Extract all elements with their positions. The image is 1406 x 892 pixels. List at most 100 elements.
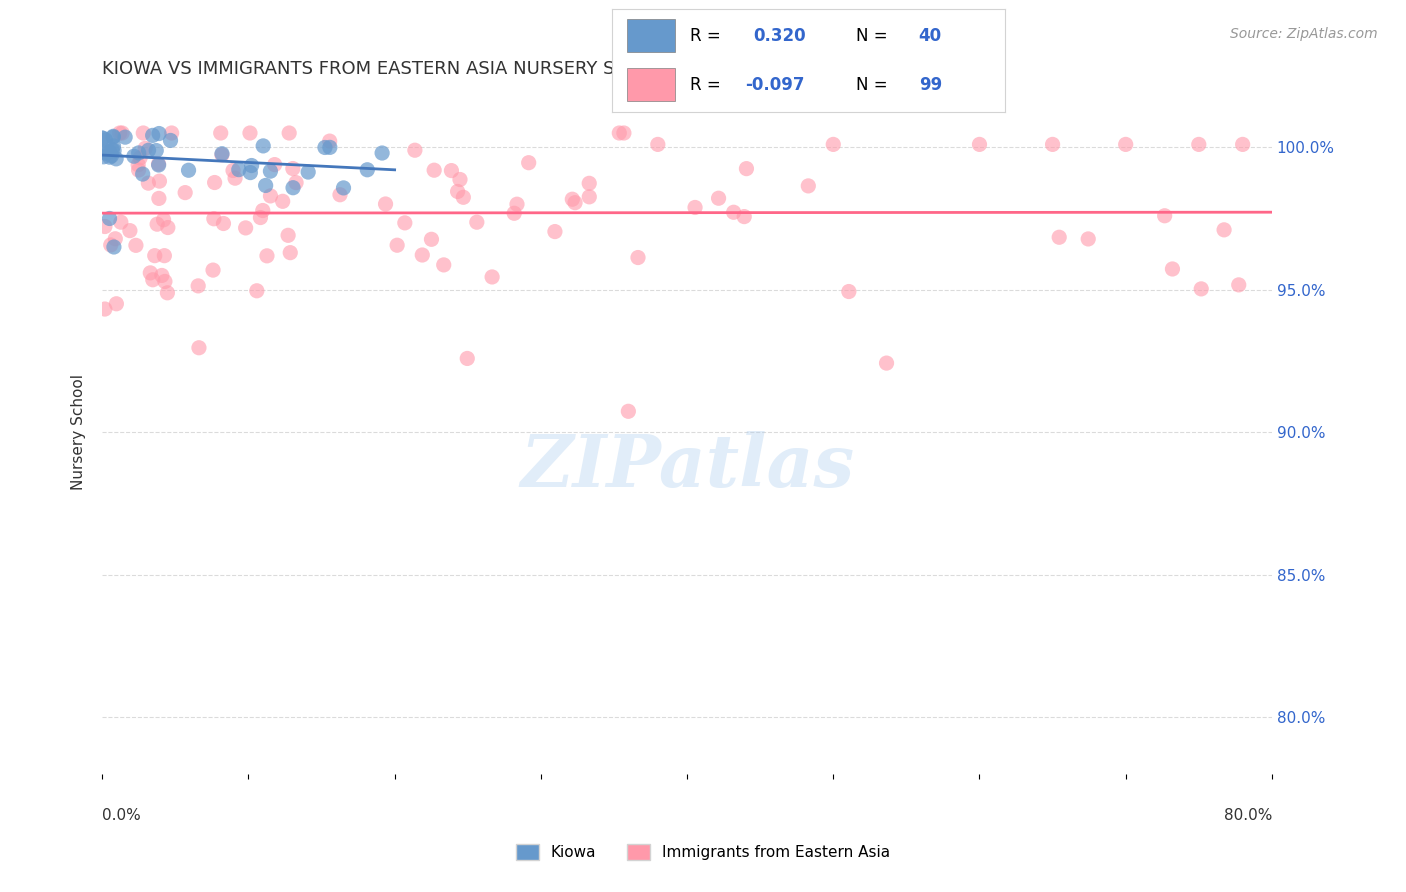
Point xyxy=(411,248,433,262)
Point xyxy=(139,266,162,280)
Point xyxy=(222,163,245,178)
Point xyxy=(110,215,132,229)
Point xyxy=(627,251,650,265)
Point xyxy=(114,130,136,145)
Point xyxy=(93,145,115,160)
Point xyxy=(138,143,160,157)
Point xyxy=(134,141,156,155)
Point xyxy=(142,128,165,143)
Point xyxy=(453,190,475,204)
Point xyxy=(285,176,308,190)
Point xyxy=(1077,232,1099,246)
Point xyxy=(188,341,211,355)
Point xyxy=(138,176,160,190)
Point xyxy=(98,145,121,159)
Point xyxy=(263,158,285,172)
Y-axis label: Nursery School: Nursery School xyxy=(72,375,86,491)
Point xyxy=(131,167,153,181)
Point xyxy=(446,185,468,199)
Point xyxy=(132,126,155,140)
Point xyxy=(202,263,225,277)
Point xyxy=(150,268,173,283)
Point xyxy=(125,238,148,252)
Text: 0.0%: 0.0% xyxy=(103,808,141,823)
Point xyxy=(249,211,271,225)
Point xyxy=(101,144,124,158)
Point xyxy=(259,189,281,203)
Point xyxy=(723,205,745,219)
Point xyxy=(156,220,179,235)
Point xyxy=(271,194,294,209)
Point xyxy=(578,190,600,204)
Point xyxy=(235,221,257,235)
Point xyxy=(838,285,860,299)
Point xyxy=(332,181,354,195)
Point xyxy=(143,249,166,263)
Text: 0.320: 0.320 xyxy=(754,27,806,45)
Point xyxy=(385,238,408,252)
Point xyxy=(209,126,232,140)
Point xyxy=(94,133,117,147)
Point xyxy=(281,161,304,176)
Text: Source: ZipAtlas.com: Source: ZipAtlas.com xyxy=(1230,27,1378,41)
Point xyxy=(146,217,169,231)
Point xyxy=(465,215,488,229)
Text: 80.0%: 80.0% xyxy=(1223,808,1272,823)
Point xyxy=(433,258,456,272)
Point xyxy=(503,206,526,220)
Text: N =: N = xyxy=(856,27,893,45)
Point xyxy=(212,217,235,231)
Point xyxy=(374,197,396,211)
Point xyxy=(1189,282,1212,296)
Point xyxy=(228,162,250,177)
Point xyxy=(174,186,197,200)
Point xyxy=(517,155,540,169)
Point xyxy=(1227,277,1250,292)
Point xyxy=(93,150,115,164)
Point xyxy=(683,201,706,215)
Point xyxy=(246,284,269,298)
Text: R =: R = xyxy=(690,27,727,45)
Point xyxy=(108,126,131,140)
Point xyxy=(127,158,149,172)
Point xyxy=(404,143,426,157)
Point xyxy=(449,172,471,186)
Point xyxy=(797,178,820,193)
FancyBboxPatch shape xyxy=(627,69,675,101)
Point xyxy=(252,139,274,153)
Point xyxy=(252,203,274,218)
Point xyxy=(177,163,200,178)
Point xyxy=(105,152,128,166)
Point xyxy=(314,140,336,154)
Point xyxy=(281,180,304,194)
Point xyxy=(145,144,167,158)
Point xyxy=(423,163,446,178)
Point xyxy=(481,269,503,284)
Point xyxy=(256,249,278,263)
Point xyxy=(356,162,378,177)
Point xyxy=(94,219,117,234)
Point xyxy=(98,211,121,226)
Point xyxy=(148,157,170,171)
Point xyxy=(278,126,301,140)
Point xyxy=(1213,223,1236,237)
Legend: Kiowa, Immigrants from Eastern Asia: Kiowa, Immigrants from Eastern Asia xyxy=(509,838,897,866)
Point xyxy=(733,210,755,224)
Point xyxy=(277,228,299,243)
Point xyxy=(1161,262,1184,277)
Point xyxy=(239,126,262,140)
Point xyxy=(329,187,352,202)
Point xyxy=(160,126,183,140)
Point xyxy=(129,151,152,165)
Point xyxy=(319,140,342,154)
Point xyxy=(98,150,121,164)
Text: N =: N = xyxy=(856,76,893,94)
Point xyxy=(394,216,416,230)
Point xyxy=(94,301,117,316)
Point xyxy=(1115,137,1137,152)
Point xyxy=(456,351,478,366)
Point xyxy=(259,164,281,178)
Point xyxy=(152,212,174,227)
Point xyxy=(187,278,209,293)
Point xyxy=(735,161,758,176)
